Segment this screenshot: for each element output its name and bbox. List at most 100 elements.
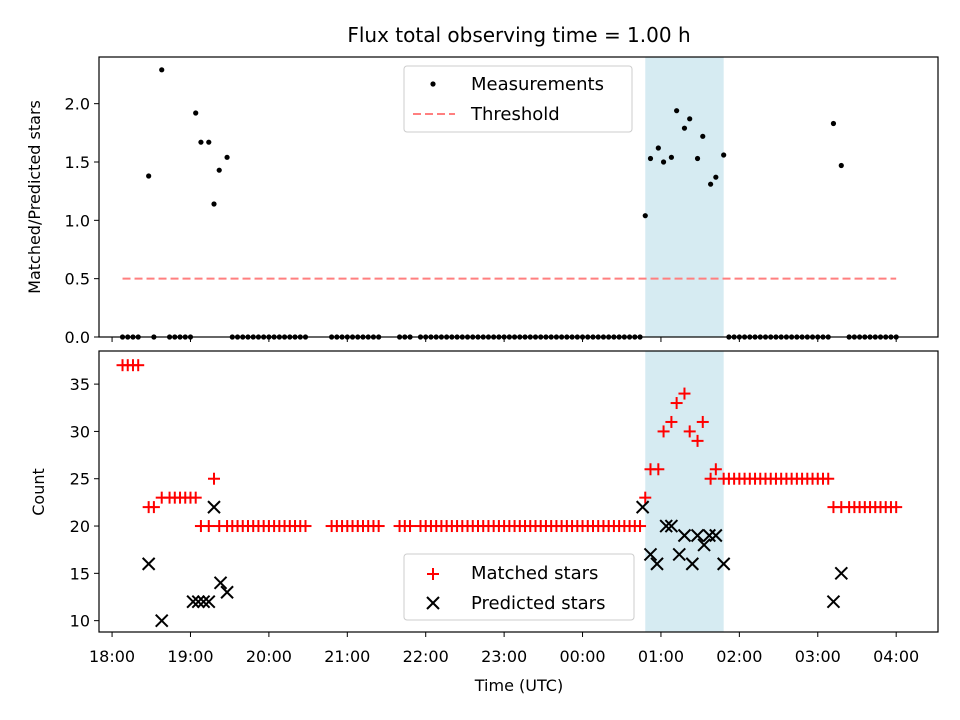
x-tick-label: 18:00 <box>89 647 135 666</box>
measurement-point <box>146 173 152 179</box>
predicted-star-point <box>697 538 711 552</box>
predicted-star-point <box>826 595 841 609</box>
x-tick-label: 03:00 <box>795 647 841 666</box>
matched-star-point <box>202 520 215 533</box>
predicted-star-point <box>635 500 650 514</box>
matched-star-point <box>639 491 652 504</box>
measurement-point <box>211 201 217 207</box>
matched-star-point <box>691 434 704 447</box>
measurement-point <box>668 154 675 160</box>
bottom-y-ticks: 10 15 20 25 30 35 <box>70 375 99 631</box>
y-tick-label: 1.0 <box>65 211 90 230</box>
matched-star-point <box>704 472 717 485</box>
matched-star-point <box>299 520 312 533</box>
matched-star-points <box>116 359 903 533</box>
matched-star-point <box>678 387 691 400</box>
matched-star-point <box>665 415 678 428</box>
predicted-star-point <box>207 500 221 514</box>
matched-star-point <box>890 501 903 514</box>
matched-star-point <box>189 491 202 504</box>
matched-star-point <box>670 397 683 410</box>
y-tick-label: 0.0 <box>65 328 90 347</box>
predicted-star-point <box>643 547 658 562</box>
predicted-star-points <box>141 500 848 628</box>
top-legend: Measurements Threshold <box>403 65 633 133</box>
predicted-star-point <box>659 519 673 533</box>
measurement-point <box>721 152 727 158</box>
y-tick-label: 10 <box>70 612 90 631</box>
legend-label-measurements: Measurements <box>471 74 604 95</box>
matched-star-point <box>822 472 835 485</box>
measurement-point <box>700 133 706 139</box>
predicted-star-point <box>664 519 679 533</box>
bottom-y-axis-label: Count <box>29 468 48 516</box>
measurement-point <box>216 167 222 173</box>
measurement-point <box>694 155 701 162</box>
y-tick-label: 30 <box>70 422 90 441</box>
bottom-legend-frame <box>403 553 635 621</box>
measurement-point <box>713 174 719 180</box>
matched-star-point <box>696 415 709 428</box>
measurement-point <box>674 108 680 114</box>
top-x-ticks <box>111 337 897 342</box>
top-y-ticks: 0.0 0.5 1.0 1.5 2.0 <box>65 95 99 347</box>
y-tick-label: 2.0 <box>65 95 90 114</box>
y-tick-label: 15 <box>70 564 90 583</box>
measurement-point <box>655 145 661 151</box>
measurement-point <box>642 213 648 219</box>
bottom-legend: Matched stars Predicted stars <box>403 553 635 621</box>
predicted-star-point <box>677 528 692 543</box>
matched-star-point <box>132 359 145 372</box>
measurement-point <box>224 154 230 160</box>
measurement-point <box>830 120 837 127</box>
matched-star-point <box>683 425 696 438</box>
legend-label-threshold: Threshold <box>470 104 560 125</box>
x-tick-label: 00:00 <box>559 647 605 666</box>
x-tick-label: 01:00 <box>638 647 684 666</box>
x-tick-label: 02:00 <box>716 647 762 666</box>
top-legend-frame <box>403 65 633 133</box>
measurement-point <box>647 155 654 162</box>
x-tick-label: 04:00 <box>873 647 919 666</box>
legend-marker-predicted <box>426 596 440 610</box>
legend-marker-measurements <box>430 81 436 87</box>
matched-star-point <box>372 520 385 533</box>
predicted-star-point <box>141 557 156 571</box>
y-tick-label: 20 <box>70 517 90 536</box>
matched-star-point <box>208 472 221 485</box>
x-axis-label: Time (UTC) <box>474 676 563 695</box>
matched-star-point <box>709 463 722 476</box>
legend-label-matched: Matched stars <box>471 563 598 584</box>
measurement-point <box>198 139 204 145</box>
predicted-star-point <box>702 528 717 543</box>
matched-star-point <box>634 520 647 533</box>
top-panel: 0.00.51.01.52.0 Matched/Predicted stars … <box>25 56 939 347</box>
measurement-point <box>159 67 165 73</box>
x-tick-label: 22:00 <box>403 647 449 666</box>
predicted-star-point <box>191 595 206 609</box>
predicted-star-point <box>672 547 686 562</box>
bottom-panel: 10 15 20 25 30 35 18:00 19:00 20:00 21:00 22:00 23… <box>29 350 939 695</box>
predicted-star-point <box>685 557 700 571</box>
predicted-star-point <box>196 595 211 609</box>
x-tick-label: 21:00 <box>324 647 370 666</box>
x-tick-label: 19:00 <box>167 647 213 666</box>
predicted-star-point <box>220 585 234 599</box>
measurement-point <box>206 139 212 145</box>
legend-marker-matched <box>427 568 439 580</box>
measurement-point <box>681 125 688 131</box>
matched-star-point <box>657 425 670 438</box>
predicted-star-point <box>709 528 723 543</box>
matched-star-point <box>652 463 665 476</box>
top-y-axis-label: Matched/Predicted stars <box>25 100 44 294</box>
x-tick-label: 23:00 <box>481 647 527 666</box>
predicted-star-point <box>186 595 200 609</box>
matched-star-point <box>404 520 417 533</box>
measurement-point <box>838 162 844 169</box>
predicted-star-point <box>834 566 848 581</box>
predicted-star-point <box>650 557 664 571</box>
y-tick-label: 1.5 <box>65 153 90 172</box>
y-tick-label: 25 <box>70 470 90 489</box>
y-tick-label: 35 <box>70 375 90 394</box>
predicted-star-point <box>202 595 216 609</box>
